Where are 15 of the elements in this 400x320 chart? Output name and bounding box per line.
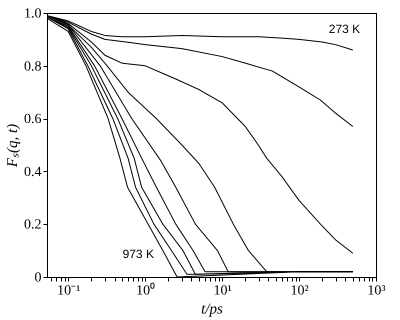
y-axis-title: Fₛ(q, t) [5, 124, 21, 168]
x-tick-label: 10⁰ [136, 282, 156, 298]
x-tick-label: 10³ [367, 284, 386, 298]
x-tick-label: 10¹ [214, 284, 232, 298]
annotation: 273 K [328, 22, 360, 36]
x-tick-label: 10⁻¹ [57, 284, 80, 298]
y-tick-label: 0.4 [24, 164, 42, 180]
annotation: 973 K [122, 247, 154, 262]
y-tick-label: 1.0 [24, 6, 42, 22]
x-tick-label: 10² [290, 284, 309, 298]
y-tick-label: 0.2 [24, 218, 42, 233]
y-tick-label: 0.6 [24, 112, 42, 128]
y-tick-label: 0 [34, 270, 42, 286]
y-tick-label: 0.8 [24, 59, 42, 74]
x-axis-title: t/ps [201, 302, 223, 318]
